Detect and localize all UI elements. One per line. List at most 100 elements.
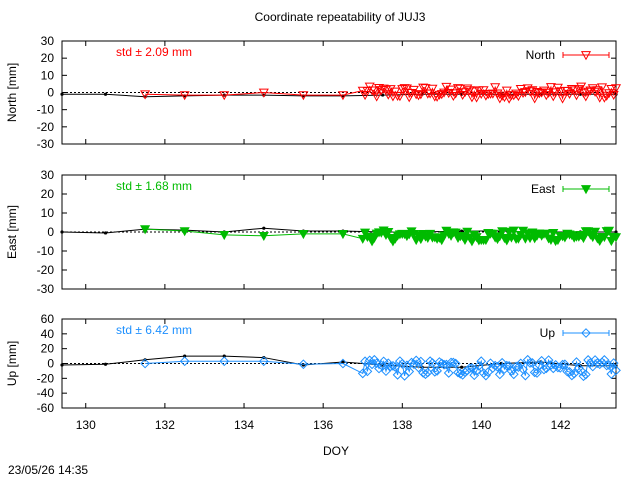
data-point <box>378 84 389 94</box>
data-point <box>546 360 556 370</box>
chart-panels: -30 -20 -10 0 10 20 30 North [mm] std ± 2.09 mm N… <box>5 34 622 415</box>
data-point <box>611 365 621 376</box>
data-point <box>219 356 230 367</box>
data-point <box>524 87 536 97</box>
legend-label: North <box>526 48 555 62</box>
data-point <box>485 358 496 369</box>
data-point <box>603 226 615 236</box>
data-point <box>592 86 603 96</box>
data-point <box>492 89 503 99</box>
data-point <box>338 358 348 369</box>
data-point <box>388 360 398 371</box>
data-point <box>501 236 512 246</box>
data-point <box>599 93 610 103</box>
y-tick-label: 0 <box>47 357 54 371</box>
data-point <box>494 369 505 380</box>
data-point <box>604 360 614 371</box>
data-point <box>450 89 461 99</box>
timestamp: 23/05/26 14:35 <box>8 463 88 477</box>
reference-point <box>262 226 266 230</box>
data-point <box>462 365 473 376</box>
data-point <box>559 359 570 370</box>
data-point <box>467 363 477 373</box>
y-tick-label: -20 <box>37 120 55 134</box>
data-point <box>360 356 370 367</box>
data-point <box>415 90 426 100</box>
data-point <box>453 367 463 378</box>
data-point <box>219 91 230 101</box>
data-point <box>140 225 151 235</box>
std-annotation: std ± 1.68 mm <box>116 179 192 193</box>
data-point <box>429 366 440 377</box>
data-point <box>532 368 542 378</box>
data-point <box>548 363 559 374</box>
reference-point <box>60 230 64 234</box>
legend: East <box>531 182 610 196</box>
y-tick-label: -30 <box>37 282 55 296</box>
y-tick-label: 0 <box>47 86 54 100</box>
data-point <box>476 356 487 367</box>
y-tick-label: -10 <box>37 244 55 258</box>
x-axis-tick-labels: 130 132 134 136 138 140 142 <box>76 418 571 432</box>
data-point <box>397 85 408 95</box>
data-point <box>413 91 424 101</box>
std-annotation: std ± 6.42 mm <box>116 323 192 337</box>
data-point <box>425 89 436 99</box>
data-point <box>597 357 607 368</box>
data-point <box>529 94 540 104</box>
data-point <box>576 82 587 92</box>
data-point <box>427 84 438 94</box>
data-point <box>539 364 549 375</box>
data-point <box>408 85 419 95</box>
data-point <box>541 229 552 240</box>
reference-point <box>60 92 64 96</box>
data-point <box>557 94 568 104</box>
data-point <box>610 84 622 94</box>
data-point <box>580 369 591 380</box>
data-point <box>434 357 445 367</box>
data-point <box>464 363 475 374</box>
legend-marker <box>580 51 592 61</box>
x-tick-label: 132 <box>155 418 175 432</box>
data-point <box>557 359 568 370</box>
panel-north: -30 -20 -10 0 10 20 30 North [mm] std ± 2.09 mm N… <box>5 34 622 151</box>
data-point <box>576 365 587 376</box>
data-point <box>585 357 596 368</box>
data-point <box>578 233 589 244</box>
data-point <box>590 227 601 237</box>
data-point <box>258 356 269 367</box>
data-point <box>462 84 473 94</box>
y-tick-label: -20 <box>37 263 55 277</box>
data-point <box>394 92 405 102</box>
x-tick-label: 140 <box>471 418 491 432</box>
data-point <box>501 360 512 371</box>
data-point <box>469 87 480 97</box>
reference-point <box>460 365 464 369</box>
data-point <box>298 91 309 101</box>
y-tick-label: 30 <box>41 34 55 48</box>
data-point <box>392 369 403 380</box>
data-point <box>378 356 389 367</box>
data-point <box>140 358 151 369</box>
data-point <box>219 230 230 241</box>
data-point <box>404 366 415 377</box>
data-point <box>513 92 524 102</box>
data-point <box>590 87 601 97</box>
y-tick-label: 30 <box>41 168 55 182</box>
data-point <box>374 363 384 374</box>
data-point <box>518 88 529 98</box>
data-point <box>408 359 419 370</box>
data-point <box>469 370 480 381</box>
data-point <box>298 359 309 370</box>
data-point <box>179 91 190 101</box>
data-point <box>571 91 582 101</box>
data-point <box>434 90 445 100</box>
legend-marker <box>581 328 591 338</box>
data-point <box>545 83 556 93</box>
reference-point <box>60 363 64 367</box>
data-point <box>418 367 429 378</box>
data-point <box>459 235 471 246</box>
data-point <box>415 356 426 367</box>
